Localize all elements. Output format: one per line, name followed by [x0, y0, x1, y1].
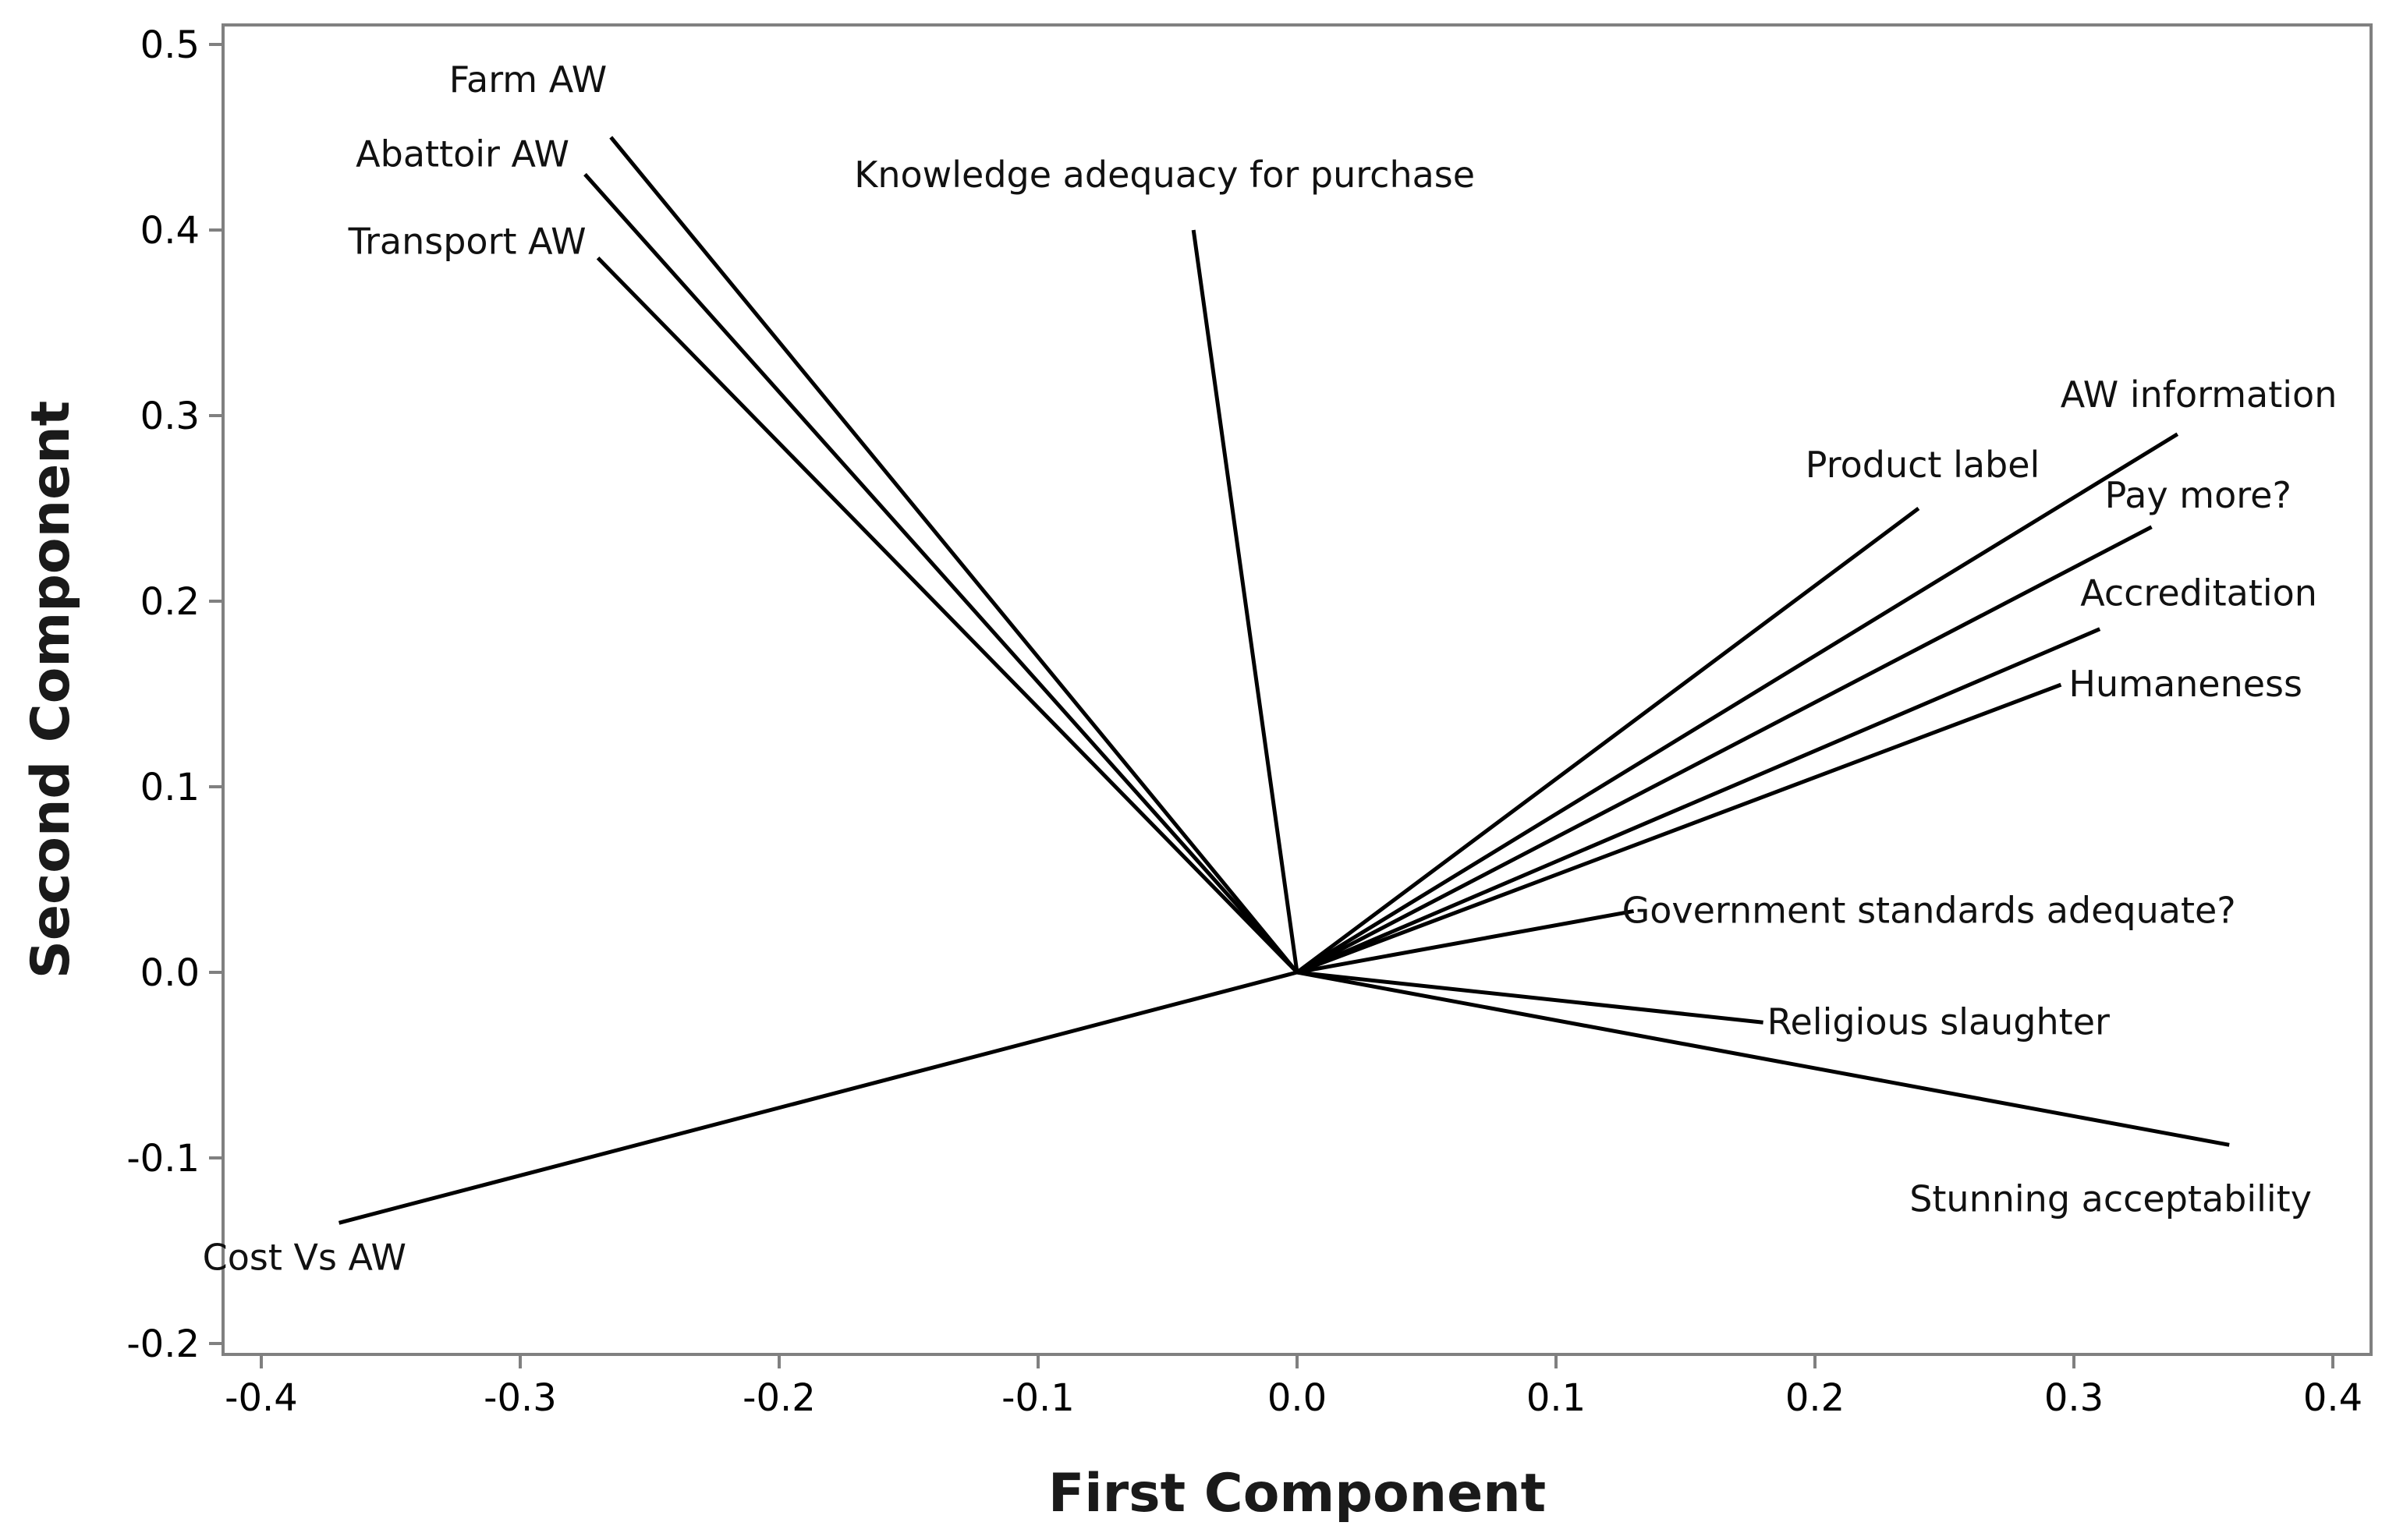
y-tick-label: 0.0 — [140, 951, 200, 995]
y-tick-label: -0.2 — [126, 1322, 200, 1366]
axis-ticks-group: -0.4 -0.3 -0.2 -0.1 0.0 0.1 0.2 0.3 0.4 -0.2 -0.1 0… — [126, 23, 2362, 1420]
vector-label: AW information — [2061, 373, 2338, 416]
x-tick-label: 0.4 — [2303, 1376, 2362, 1420]
vector-line — [1296, 970, 2230, 1147]
vector-label: Humaneness — [2068, 663, 2302, 705]
x-tick-label: -0.4 — [225, 1376, 298, 1420]
vector-label: Product label — [1806, 444, 2040, 486]
x-tick-label: 0.2 — [1785, 1376, 1845, 1420]
vector-line — [596, 256, 1299, 974]
y-axis-title: Second Component — [20, 401, 82, 979]
vector-line — [338, 970, 1298, 1225]
vector-label: Stunning acceptability — [1909, 1177, 2312, 1220]
vectors-group — [338, 136, 2230, 1225]
vector-line — [1296, 909, 1635, 975]
x-tick-label: 0.3 — [2044, 1376, 2104, 1420]
vector-label: Pay more? — [2105, 474, 2292, 516]
y-tick-label: 0.3 — [140, 395, 200, 438]
vector-line — [609, 136, 1299, 974]
vector-labels-group: Farm AW Abattoir AW Transport AW Knowledge … — [203, 58, 2338, 1278]
y-tick-label: 0.4 — [140, 209, 200, 253]
vector-line — [1296, 627, 2101, 975]
x-tick-label: 0.0 — [1267, 1376, 1327, 1420]
vector-label: Transport AW — [348, 221, 587, 263]
y-tick-label: 0.2 — [140, 580, 200, 624]
vector-label: Farm AW — [449, 58, 607, 101]
vector-line — [583, 172, 1299, 974]
vector-label: Accreditation — [2080, 572, 2317, 614]
vector-label: Cost Vs AW — [203, 1236, 406, 1278]
vector-line — [1296, 432, 2179, 975]
y-tick-label: 0.5 — [140, 23, 200, 67]
x-tick-label: -0.2 — [743, 1376, 816, 1420]
x-tick-label: -0.3 — [484, 1376, 557, 1420]
vector-line — [1296, 970, 1763, 1025]
vector-label: Government standards adequate? — [1622, 889, 2236, 931]
y-tick-label: 0.1 — [140, 766, 200, 809]
x-tick-label: -0.1 — [1001, 1376, 1075, 1420]
x-tick-label: 0.1 — [1526, 1376, 1586, 1420]
vector-line — [1296, 682, 2062, 975]
y-tick-label: -0.1 — [126, 1137, 200, 1181]
vector-line — [1296, 506, 1920, 975]
vector-label: Abattoir AW — [356, 133, 569, 175]
vector-line — [1191, 229, 1299, 973]
vector-label: Religious slaughter — [1767, 1000, 2110, 1043]
vector-line — [1296, 525, 2153, 975]
vector-label: Knowledge adequacy for purchase — [854, 154, 1475, 196]
x-axis-title: First Component — [1048, 1463, 1546, 1524]
